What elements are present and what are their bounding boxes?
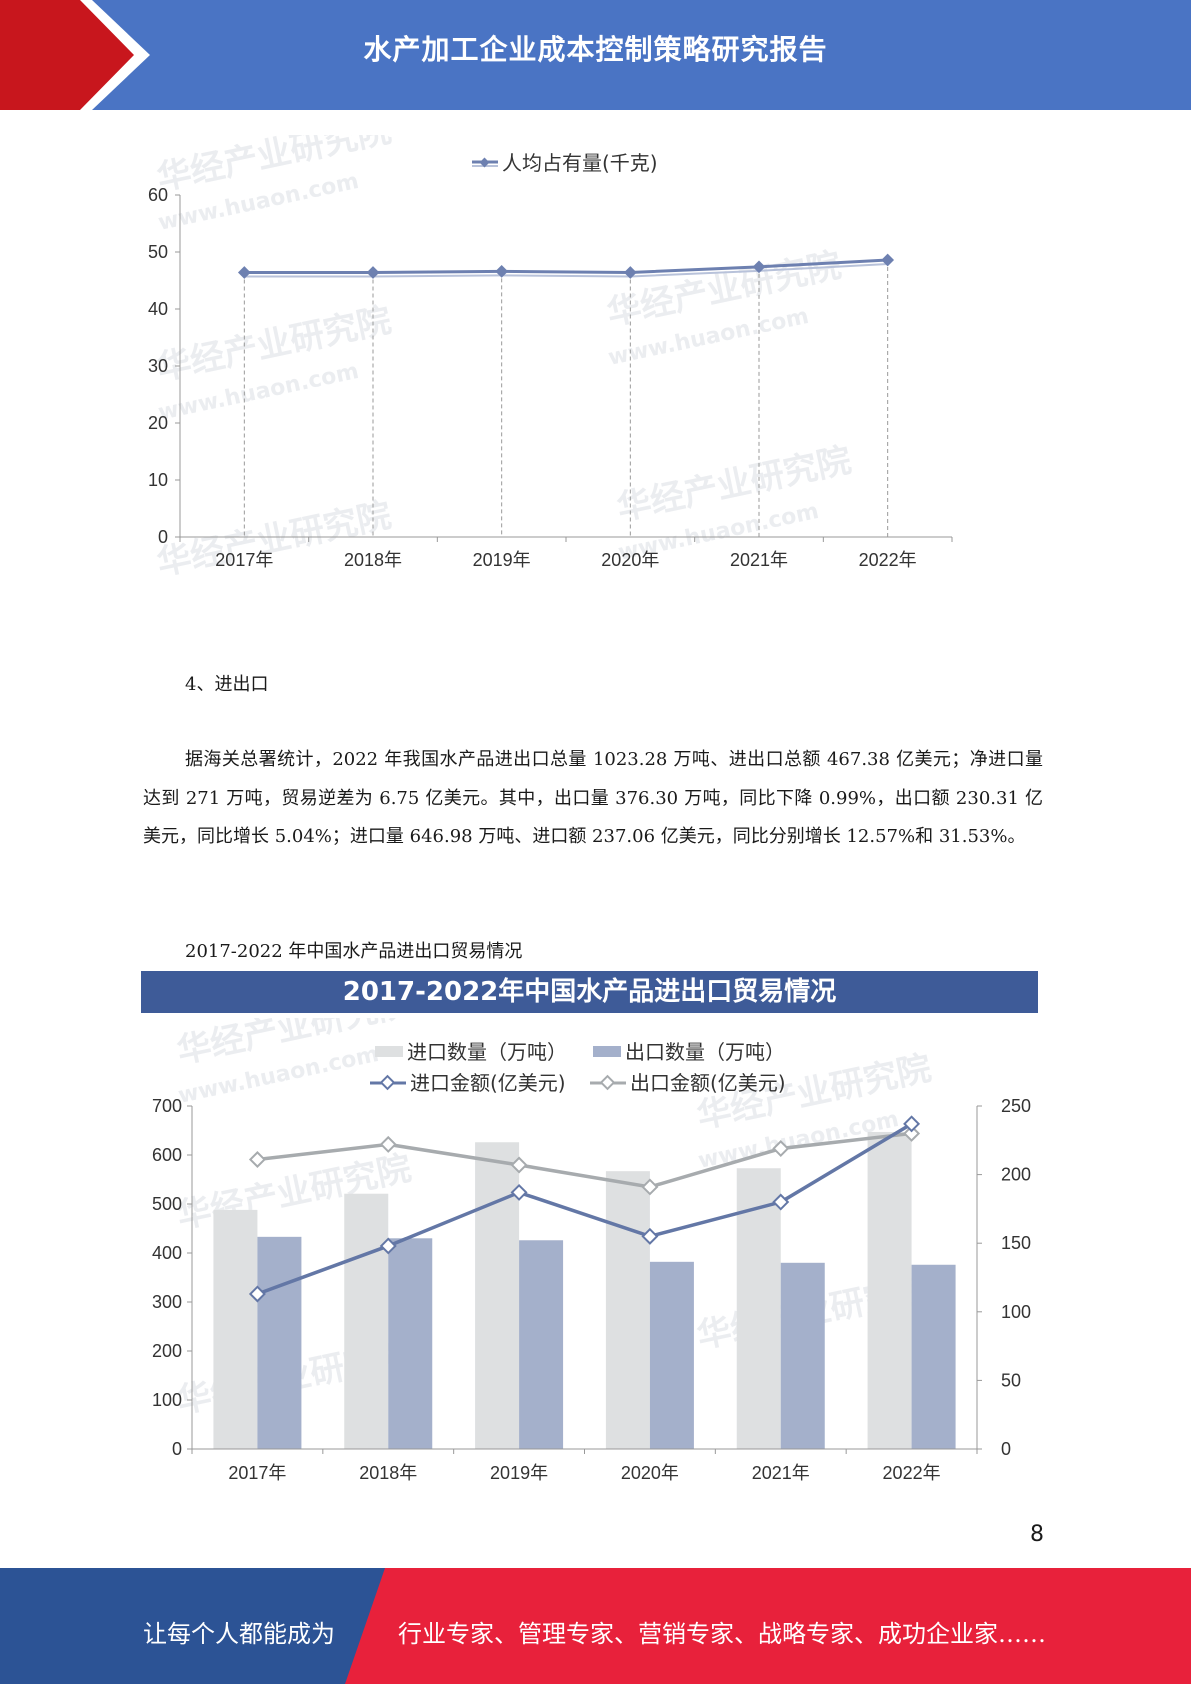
chart2-y-right-tick-label: 250 — [1001, 1096, 1031, 1116]
chart1-drop-lines — [243, 259, 889, 537]
trade-combo-chart: 华经产业研究院 www.huaon.com 华经产业研究院 华经产业研究院 ww… — [152, 1018, 1031, 1483]
chart1-x-tick-label: 2017年 — [215, 550, 273, 570]
chart1-y-tick-label: 40 — [148, 299, 168, 319]
chart2-x-tick-label: 2019年 — [490, 1463, 548, 1483]
chart1-series-line — [244, 258, 888, 275]
chart1-x-axis: 2017年 2018年 2019年 2020年 2021年 2022年 — [179, 536, 953, 570]
footer-slogan-right: 行业专家、管理专家、营销专家、战略专家、成功企业家…… — [398, 1620, 1046, 1648]
legend-label-export-value: 出口金额(亿美元) — [630, 1071, 786, 1095]
chart2-line-export-value — [257, 1131, 912, 1189]
chart2-x-tick-label: 2018年 — [359, 1463, 417, 1483]
chart2-y-left-tick-label: 600 — [152, 1145, 182, 1165]
page-number: 8 — [1030, 1522, 1044, 1547]
chart2-bar-import-qty — [344, 1193, 389, 1449]
chart2-y-right-tick-label: 100 — [1001, 1302, 1031, 1322]
chart1-x-tick-label: 2018年 — [344, 550, 402, 570]
legend-swatch-export-qty — [593, 1046, 621, 1057]
chart2-bar-export-qty — [649, 1261, 694, 1449]
chart1-x-tick-label: 2019年 — [473, 550, 531, 570]
per-capita-line-chart: 华经产业研究院 www.huaon.com 华经产业研究院 www.huaon.… — [148, 135, 953, 584]
chart2-line-import-value — [256, 1122, 913, 1296]
chart2-y-axis-right: 0 50 100 150 200 250 — [976, 1096, 1031, 1459]
chart2-x-tick-label: 2022年 — [883, 1463, 941, 1483]
chart1-y-tick-label: 20 — [148, 413, 168, 433]
chart1-y-axis: 0 10 20 30 40 50 60 — [148, 185, 181, 547]
chart2-point-export-value — [510, 1156, 528, 1174]
chart2-bar-export-qty — [519, 1240, 564, 1449]
footer-slogan-left: 让每个人都能成为 — [143, 1620, 335, 1648]
chart2-point-export-value — [641, 1178, 659, 1196]
chart2-point-import-value — [641, 1227, 659, 1245]
chart2-bar-import-qty — [867, 1131, 912, 1449]
legend-label-import-value: 进口金额(亿美元) — [410, 1071, 566, 1095]
chart2-bar-export-qty — [388, 1238, 433, 1449]
chart2-y-left-tick-label: 400 — [152, 1243, 182, 1263]
chart2-bar-export-qty — [780, 1262, 825, 1449]
chart2-y-left-tick-label: 300 — [152, 1292, 182, 1312]
legend-label-export-qty: 出口数量（万吨） — [625, 1040, 785, 1064]
chart1-x-tick-label: 2020年 — [601, 550, 659, 570]
chart1-x-tick-label: 2021年 — [730, 550, 788, 570]
section-heading: 4、进出口 — [185, 674, 269, 695]
chart2-point-import-value — [510, 1183, 528, 1201]
chart2-bar-export-qty — [257, 1236, 302, 1449]
page-header: 水产加工企业成本控制策略研究报告 — [0, 0, 1191, 110]
legend-swatch-import-qty — [375, 1046, 403, 1057]
header-red-arrow — [0, 0, 150, 110]
chart1-y-tick-label: 0 — [158, 527, 168, 547]
chart2-point-import-value — [248, 1285, 266, 1303]
chart2-point-export-value — [248, 1151, 266, 1168]
chart1-y-tick-label: 60 — [148, 185, 168, 205]
chart2-y-right-tick-label: 150 — [1001, 1233, 1031, 1253]
header-title: 水产加工企业成本控制策略研究报告 — [363, 33, 828, 66]
chart2-y-left-tick-label: 100 — [152, 1390, 182, 1410]
chart2-lines — [248, 1115, 921, 1303]
chart2-y-right-tick-label: 200 — [1001, 1165, 1031, 1185]
chart2-point-import-value — [379, 1237, 397, 1255]
chart2-y-right-tick-label: 0 — [1001, 1439, 1011, 1459]
chart2-bars — [213, 1131, 956, 1449]
body-paragraph: 据海关总署统计，2022 年我国水产品进出口总量 1023.28 万吨、进出口总… — [143, 749, 1043, 847]
chart1-series — [237, 253, 895, 279]
chart1-x-tick-label: 2022年 — [859, 550, 917, 570]
chart2-point-import-value — [903, 1115, 921, 1133]
chart2-point-export-value — [379, 1135, 397, 1153]
chart2-x-tick-label: 2020年 — [621, 1463, 679, 1483]
chart2-bar-import-qty — [475, 1142, 520, 1449]
chart1-watermark: 华经产业研究院 www.huaon.com 华经产业研究院 www.huaon.… — [154, 135, 855, 584]
chart1-data-point — [366, 266, 380, 279]
page-footer — [0, 1568, 1191, 1684]
svg-text:华经产业研究院: 华经产业研究院 — [154, 495, 395, 584]
chart2-point-export-value — [772, 1140, 790, 1158]
chart1-data-point — [623, 266, 637, 279]
chart2-legend: 进口数量（万吨） 出口数量（万吨） 进口金额(亿美元) 出口金额(亿美元) — [370, 1040, 786, 1095]
chart1-legend-label: 人均占有量(千克) — [502, 151, 658, 175]
chart2-y-left-tick-label: 200 — [152, 1341, 182, 1361]
chart2-point-import-value — [772, 1193, 790, 1211]
chart2-caption: 2017-2022 年中国水产品进出口贸易情况 — [185, 941, 523, 962]
chart2-y-left-tick-label: 500 — [152, 1194, 182, 1214]
chart1-series-line-shadow — [244, 262, 888, 278]
chart2-y-left-tick-label: 700 — [152, 1096, 182, 1116]
chart1-y-tick-label: 30 — [148, 356, 168, 376]
chart2-bar-import-qty — [605, 1171, 650, 1449]
legend-label-import-qty: 进口数量（万吨） — [407, 1040, 567, 1064]
chart1-data-point — [495, 265, 509, 278]
chart2-x-tick-label: 2021年 — [752, 1463, 810, 1483]
chart2-bar-import-qty — [736, 1168, 781, 1449]
chart2-y-right-tick-label: 50 — [1001, 1370, 1021, 1390]
chart1-y-tick-label: 10 — [148, 470, 168, 490]
chart2-point-export-value — [903, 1124, 921, 1142]
chart2-title: 2017-2022年中国水产品进出口贸易情况 — [141, 971, 1038, 1013]
chart2-bar-import-qty — [213, 1209, 258, 1449]
chart2-bar-export-qty — [911, 1264, 956, 1449]
chart2-x-tick-label: 2017年 — [228, 1463, 286, 1483]
chart1-legend: 人均占有量(千克) — [472, 151, 658, 175]
chart2-x-axis: 2017年 2018年 2019年 2020年 2021年 2022年 — [191, 1448, 978, 1483]
chart2-y-left-tick-label: 0 — [172, 1439, 182, 1459]
chart1-y-tick-label: 50 — [148, 242, 168, 262]
chart2-y-axis-left: 0 100 200 300 400 500 600 700 — [152, 1096, 193, 1459]
